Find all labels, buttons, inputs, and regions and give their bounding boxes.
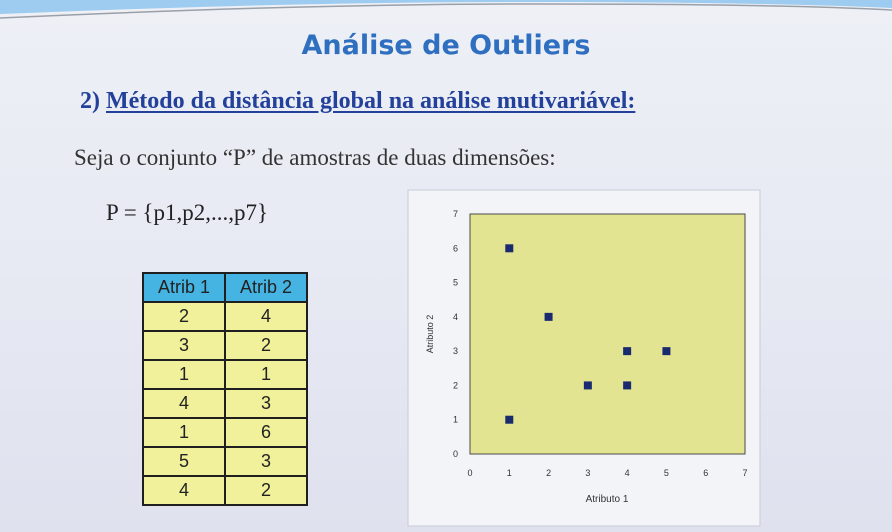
- table-cell: 4: [142, 388, 226, 419]
- table-cell: 1: [142, 359, 226, 390]
- slide-title: Análise de Outliers: [301, 30, 591, 61]
- x-tick-label: 2: [546, 468, 551, 478]
- x-tick-label: 7: [742, 468, 747, 478]
- table-row: 4 2: [142, 475, 308, 506]
- scatter-point: [623, 381, 632, 390]
- y-tick-label: 7: [453, 209, 458, 219]
- scatter-point: [544, 312, 553, 321]
- table-cell: 3: [224, 446, 308, 477]
- section-number: 2): [80, 88, 100, 114]
- table-row: 4 3: [142, 388, 308, 419]
- section-heading: 2) Método da distância global na análise…: [80, 88, 635, 115]
- y-tick-label: 0: [453, 449, 458, 459]
- y-tick-label: 2: [453, 380, 458, 390]
- table-row: 1 6: [142, 417, 308, 448]
- table-cell: 4: [224, 301, 308, 332]
- scatter-point: [662, 347, 671, 356]
- x-tick-label: 1: [507, 468, 512, 478]
- y-axis-label: Atributo 2: [425, 315, 435, 354]
- intro-text: Seja o conjunto “P” de amostras de duas …: [74, 145, 556, 170]
- table-cell: 1: [224, 359, 308, 390]
- table-cell: 3: [142, 330, 226, 361]
- samples-table: Atrib 1 Atrib 2 2 4 3 2 1 1 4 3 1 6 5 3: [142, 272, 308, 506]
- y-tick-label: 5: [453, 278, 458, 288]
- table-cell: 2: [224, 475, 308, 506]
- table-row: 1 1: [142, 359, 308, 390]
- column-header: Atrib 2: [224, 272, 308, 303]
- y-tick-label: 4: [453, 312, 458, 322]
- table-row: 3 2: [142, 330, 308, 361]
- x-tick-label: 0: [467, 468, 472, 478]
- x-tick-label: 6: [703, 468, 708, 478]
- table-cell: 1: [142, 417, 226, 448]
- scatter-point: [623, 347, 632, 356]
- table-cell: 3: [224, 388, 308, 419]
- scatter-point: [583, 381, 592, 390]
- table-cell: 2: [142, 301, 226, 332]
- scatter-point: [505, 244, 514, 253]
- table-row: 2 4: [142, 301, 308, 332]
- header-decoration: [0, 0, 892, 19]
- table-cell: 5: [142, 446, 226, 477]
- table-header-row: Atrib 1 Atrib 2: [142, 272, 308, 303]
- y-tick-label: 3: [453, 346, 458, 356]
- x-tick-label: 5: [664, 468, 669, 478]
- table-cell: 4: [142, 475, 226, 506]
- table-row: 5 3: [142, 446, 308, 477]
- x-tick-label: 4: [625, 468, 630, 478]
- column-header: Atrib 1: [142, 272, 226, 303]
- y-tick-label: 6: [453, 243, 458, 253]
- scatter-point: [505, 415, 514, 424]
- table-cell: 6: [224, 417, 308, 448]
- y-tick-label: 1: [453, 415, 458, 425]
- set-definition: P = {p1,p2,...,p7}: [106, 200, 268, 225]
- plot-area: [469, 213, 746, 455]
- table-cell: 2: [224, 330, 308, 361]
- x-axis-label: Atributo 1: [586, 494, 629, 505]
- section-title: Método da distância global na análise mu…: [106, 88, 636, 114]
- x-tick-label: 3: [585, 468, 590, 478]
